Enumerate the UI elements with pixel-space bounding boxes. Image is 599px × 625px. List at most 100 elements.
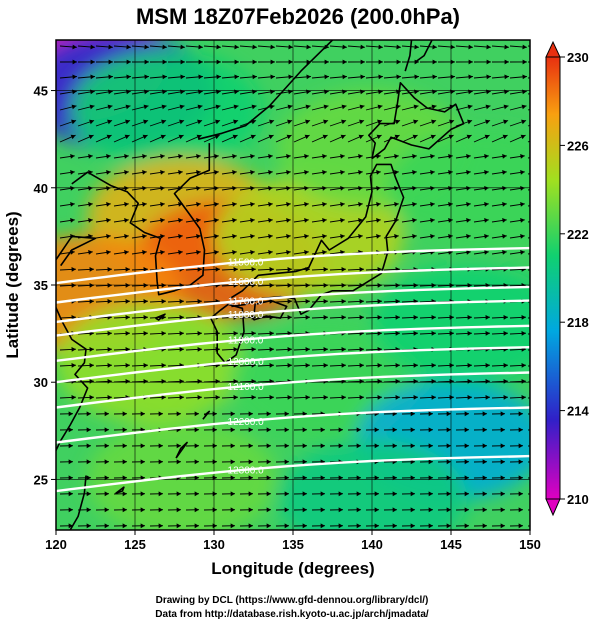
coastline	[210, 303, 245, 364]
wind-arrowhead	[180, 44, 185, 50]
wind-arrowhead	[161, 315, 166, 320]
coastline	[404, 40, 413, 72]
y-tick-label: 30	[34, 375, 48, 390]
wind-arrowhead	[320, 523, 325, 529]
wind-arrowhead	[178, 186, 183, 191]
wind-arrowhead	[126, 89, 131, 95]
wind-arrowhead	[342, 74, 347, 80]
wind-arrowhead	[234, 59, 239, 65]
wind-arrowhead	[341, 363, 346, 368]
wind-arrowhead	[392, 491, 397, 497]
wind-arrowhead	[446, 427, 451, 433]
wind-arrowhead	[464, 459, 469, 465]
wind-arrowhead	[537, 491, 541, 496]
coastline	[71, 143, 211, 296]
wind-arrowhead	[428, 459, 433, 465]
wind-arrowhead	[248, 523, 253, 529]
wind-arrowhead	[194, 459, 199, 465]
wind-arrowhead	[502, 218, 507, 223]
wind-arrowhead	[122, 459, 127, 465]
wind-arrowhead	[377, 331, 382, 336]
wind-arrowhead	[466, 170, 471, 175]
wind-arrowhead	[68, 475, 73, 481]
wind-arrowhead	[392, 507, 397, 513]
wind-arrowhead	[144, 74, 149, 80]
wind-arrowhead	[250, 134, 256, 140]
wind-arrowhead	[251, 119, 257, 125]
wind-arrowhead	[233, 119, 239, 125]
wind-arrowhead	[270, 74, 275, 80]
plot-area: 11500.0 11600.0 11700.0 11800.0 11900.0 12000…	[56, 40, 543, 530]
wind-arrowhead	[89, 347, 94, 352]
wind-arrowhead	[143, 104, 149, 110]
wind-arrowhead	[338, 523, 343, 529]
wind-arrowhead	[158, 459, 163, 465]
wind-arrowhead	[340, 170, 345, 175]
wind-arrowhead	[305, 104, 311, 110]
wind-arrowhead	[215, 267, 220, 272]
wind-arrowhead	[194, 523, 199, 529]
wind-arrowhead	[216, 59, 221, 65]
wind-arrowhead	[86, 411, 91, 417]
wind-arrowhead	[251, 379, 256, 384]
wind-arrowhead	[395, 283, 400, 288]
wind-arrowhead	[268, 202, 273, 207]
wind-arrowhead	[324, 74, 329, 80]
wind-arrowhead	[250, 154, 255, 159]
wind-arrowhead	[176, 411, 181, 417]
wind-arrowhead	[502, 170, 507, 175]
wind-arrowhead	[250, 234, 255, 239]
wind-arrowhead	[448, 170, 453, 175]
wind-arrowhead	[378, 74, 383, 80]
wind-arrowhead	[212, 443, 217, 449]
wind-arrowhead	[374, 475, 379, 481]
wind-arrowhead	[502, 134, 508, 140]
wind-arrowhead	[414, 74, 419, 80]
wind-arrowhead	[268, 234, 273, 239]
wind-arrowhead	[106, 202, 111, 207]
wind-arrowhead	[432, 74, 437, 80]
wind-arrowhead	[448, 234, 453, 239]
wind-arrowhead	[140, 491, 145, 497]
wind-arrowhead	[284, 411, 289, 417]
wind-arrowhead	[71, 347, 76, 352]
wind-arrowhead	[359, 379, 364, 384]
wind-arrowhead	[305, 119, 311, 125]
wind-arrowhead	[266, 411, 271, 417]
y-axis-label: Latitude (degrees)	[3, 211, 22, 358]
wind-arrowhead	[484, 202, 489, 207]
wind-arrowhead	[124, 186, 129, 191]
wind-arrowhead	[520, 234, 525, 239]
wind-arrowhead	[179, 299, 184, 304]
wind-arrowhead	[320, 491, 325, 497]
wind-arrowhead	[486, 89, 491, 95]
wind-arrowhead	[232, 154, 237, 159]
wind-arrowhead	[431, 331, 436, 336]
wind-arrowhead	[107, 363, 112, 368]
wind-arrowhead	[464, 475, 469, 481]
wind-arrowhead	[268, 218, 273, 223]
wind-arrowhead	[108, 89, 113, 95]
contour-label: 12200.0	[228, 417, 265, 428]
wind-arrowhead	[302, 507, 307, 513]
wind-arrowhead	[214, 154, 219, 159]
wind-arrowhead	[286, 186, 291, 191]
wind-arrowhead	[158, 491, 163, 497]
wind-arrowhead	[538, 250, 543, 255]
wind-arrowhead	[484, 170, 489, 175]
colorbar-gradient	[545, 56, 561, 500]
wind-arrowhead	[428, 411, 433, 417]
wind-arrowhead	[306, 44, 311, 50]
wind-arrowhead	[485, 331, 490, 336]
wind-arrowhead	[196, 250, 201, 255]
wind-arrowhead	[378, 44, 383, 50]
wind-arrowhead	[232, 234, 237, 239]
height-contour	[56, 371, 530, 409]
wind-arrowhead	[340, 202, 345, 207]
wind-arrowhead	[360, 44, 365, 50]
wind-arrowhead	[520, 218, 525, 223]
wind-arrowhead	[287, 119, 293, 125]
wind-arrowhead	[230, 427, 235, 433]
wind-arrowhead	[466, 134, 472, 140]
wind-arrowhead	[71, 283, 76, 288]
